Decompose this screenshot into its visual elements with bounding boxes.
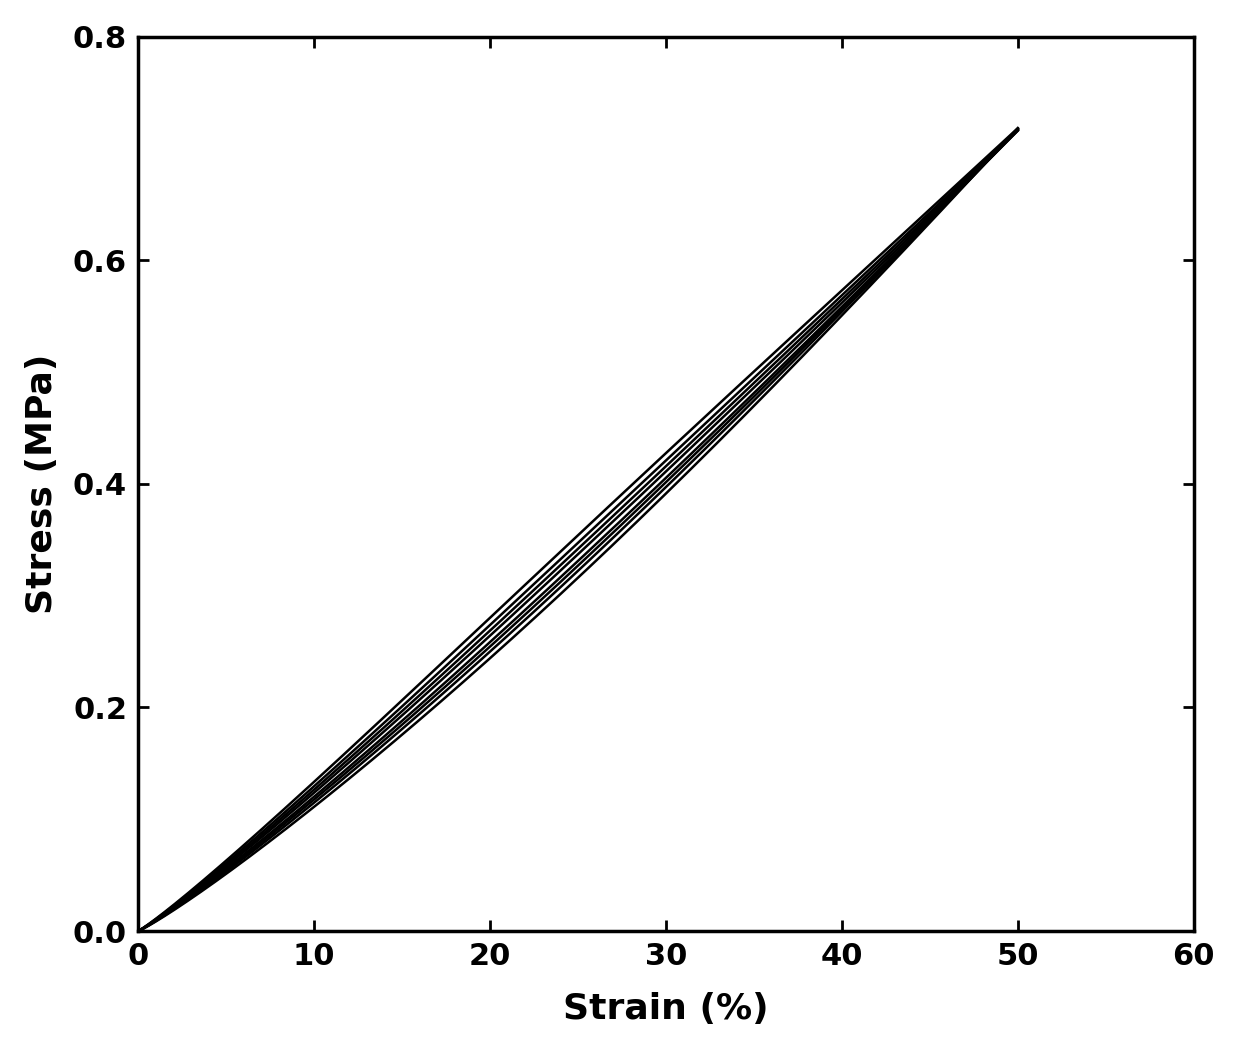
X-axis label: Strain (%): Strain (%) bbox=[563, 992, 769, 1026]
Y-axis label: Stress (MPa): Stress (MPa) bbox=[25, 353, 60, 614]
